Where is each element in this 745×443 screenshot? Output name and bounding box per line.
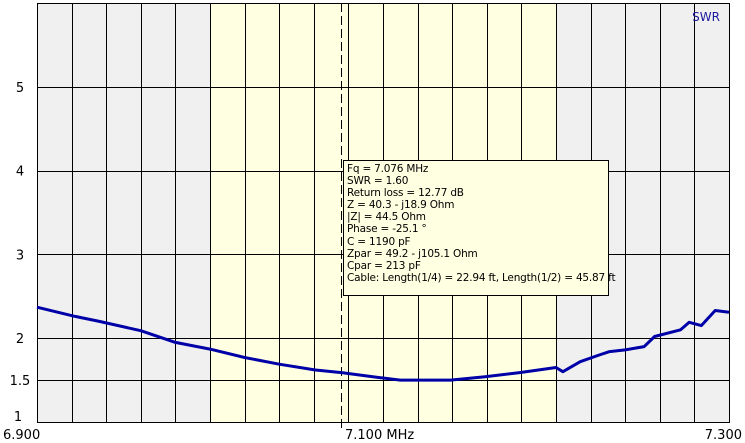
tooltip-line: Phase = -25.1 ° (347, 223, 427, 236)
tooltip-line: Return loss = 12.77 dB (347, 187, 464, 200)
x-tick-label: 7.300 (705, 428, 742, 443)
x-tick-label: 7.100 MHz (345, 428, 414, 443)
y-tick-label: 5 (16, 81, 24, 96)
tooltip-line: Cpar = 213 pF (347, 259, 421, 272)
tooltip-line: C = 1190 pF (347, 235, 411, 248)
y-tick-label: 3 (16, 248, 24, 263)
plot-border (37, 3, 730, 423)
y-tick-label: 4 (16, 165, 24, 180)
series-label: SWR (692, 10, 720, 24)
tooltip-line: Zpar = 49.2 - j105.1 Ohm (347, 247, 478, 260)
tooltip-line: SWR = 1.60 (347, 175, 409, 188)
swr-curve (36, 305, 730, 382)
tooltip-line: Cable: Length(1/4) = 22.94 ft, Length(1/… (347, 271, 616, 284)
x-tick-label: 6.900 (3, 428, 40, 443)
y-tick-label: 2 (16, 332, 24, 347)
tooltip-line: |Z| = 44.5 Ohm (347, 211, 426, 224)
cursor-tooltip: Fq = 7.076 MHz SWR = 1.60 Return loss = … (343, 160, 616, 296)
tooltip-line: Z = 40.3 - j18.9 Ohm (347, 199, 455, 212)
tooltip-line: Fq = 7.076 MHz (347, 163, 429, 175)
y-tick-label: 1 (14, 410, 22, 425)
y-tick-label: 1.5 (10, 374, 31, 389)
